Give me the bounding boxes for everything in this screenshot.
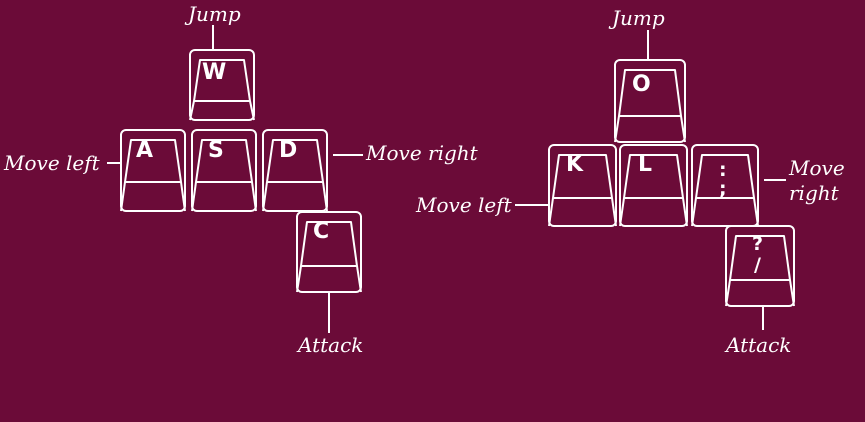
key-d-label: D (279, 138, 297, 163)
key-a: A (120, 129, 186, 212)
key-k-label: K (566, 152, 584, 177)
jump-label: Jump (184, 2, 241, 26)
jump-label-2: Jump (608, 6, 665, 30)
wasd-layout: W A S D (3, 2, 479, 357)
key-s: S (191, 129, 257, 212)
key-l: L (619, 144, 688, 227)
key-semicolon: : ; (691, 144, 759, 227)
key-d: D (262, 129, 328, 212)
key-o-label: O (632, 72, 651, 97)
key-semicolon-bottom-label: ; (719, 178, 727, 200)
key-k: K (548, 144, 617, 227)
key-semicolon-top-label: : (719, 159, 727, 181)
key-c: C (296, 211, 362, 293)
attack-label: Attack (296, 333, 363, 357)
key-w: W (189, 49, 255, 121)
move-right-label-2-line1: Move (788, 156, 845, 180)
key-o: O (614, 59, 686, 143)
move-left-label-2: Move left (415, 193, 513, 217)
move-right-label-2-line2: right (789, 181, 840, 205)
key-slash-bottom-label: / (754, 254, 761, 276)
key-slash: ? / (725, 225, 795, 307)
key-l-label: L (638, 152, 652, 177)
key-a-label: A (136, 138, 153, 163)
move-left-label: Move left (3, 151, 101, 175)
attack-label-2: Attack (724, 333, 791, 357)
key-c-label: C (313, 219, 329, 244)
key-w-label: W (202, 60, 226, 85)
key-slash-top-label: ? (752, 233, 763, 255)
okl-layout: O K L : ; (415, 6, 845, 357)
key-s-label: S (208, 138, 224, 163)
move-right-label: Move right (365, 141, 479, 165)
